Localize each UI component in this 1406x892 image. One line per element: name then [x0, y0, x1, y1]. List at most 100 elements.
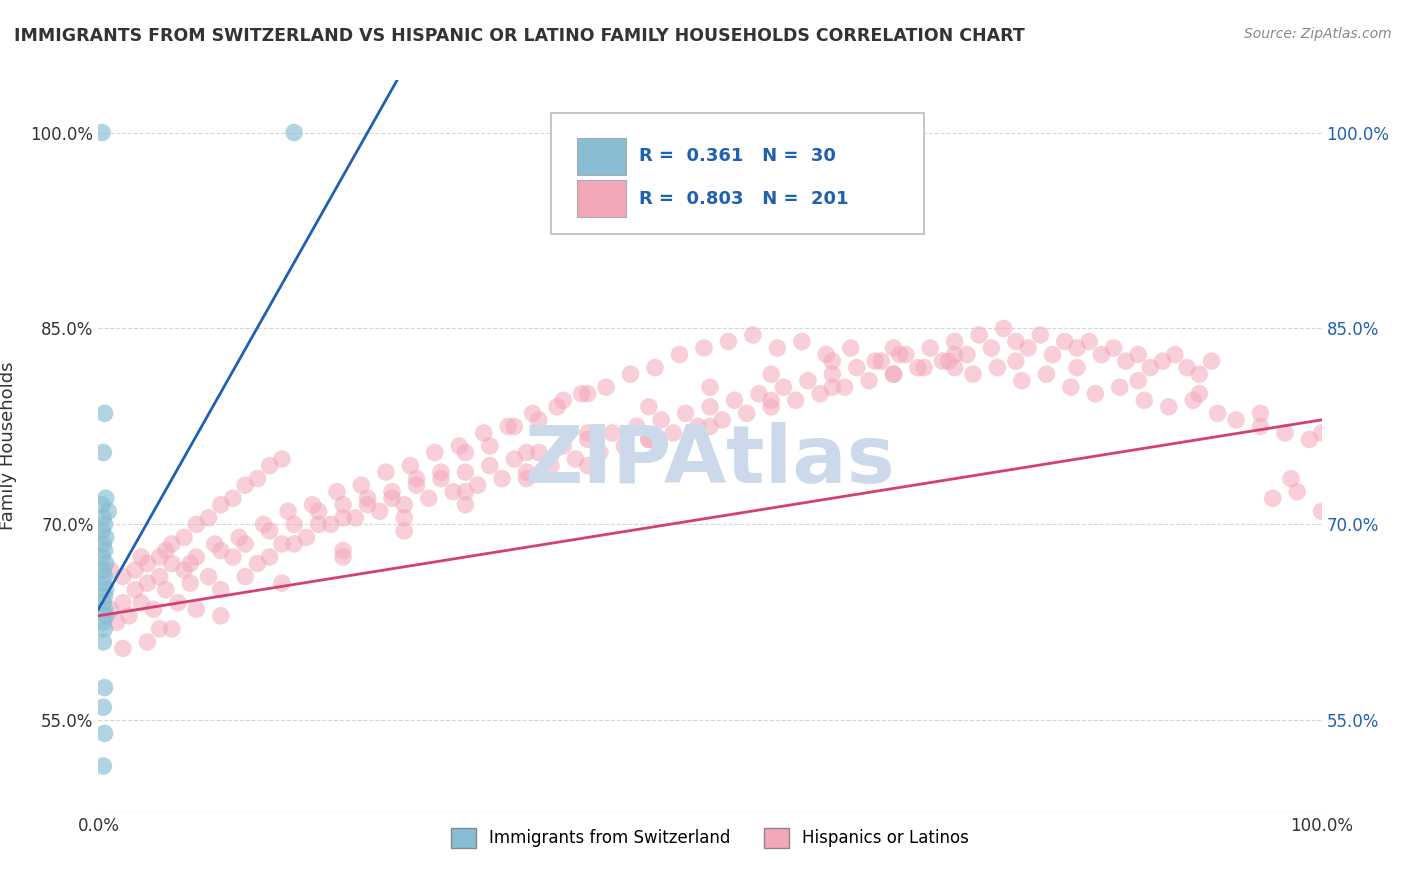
Point: [858, 374, 880, 388]
Point: [907, 360, 929, 375]
Point: [93, 622, 115, 636]
Point: [619, 367, 641, 381]
Point: [956, 348, 979, 362]
Point: [797, 374, 820, 388]
Point: [522, 406, 544, 420]
Point: [699, 400, 721, 414]
Point: [1279, 472, 1302, 486]
Point: [1011, 374, 1033, 388]
Point: [136, 576, 159, 591]
Point: [772, 380, 794, 394]
Point: [1004, 354, 1026, 368]
Point: [1298, 433, 1320, 447]
Point: [741, 328, 763, 343]
Point: [967, 328, 990, 343]
Point: [761, 400, 783, 414]
Point: [675, 406, 697, 420]
Point: [576, 386, 599, 401]
Point: [1286, 484, 1309, 499]
Text: R =  0.803   N =  201: R = 0.803 N = 201: [640, 190, 849, 208]
Point: [546, 400, 568, 414]
Point: [233, 569, 256, 583]
Point: [283, 537, 305, 551]
Point: [1139, 360, 1161, 375]
Point: [613, 439, 636, 453]
Point: [883, 367, 905, 381]
Point: [1029, 328, 1052, 343]
Point: [100, 563, 122, 577]
Point: [553, 439, 575, 453]
Point: [821, 354, 844, 368]
Point: [821, 380, 844, 394]
Point: [374, 465, 396, 479]
Point: [883, 367, 905, 381]
FancyBboxPatch shape: [576, 138, 626, 175]
Point: [173, 530, 195, 544]
Point: [790, 334, 813, 349]
Point: [980, 341, 1002, 355]
Point: [1084, 386, 1107, 401]
Point: [1053, 334, 1076, 349]
Point: [91, 576, 114, 591]
Point: [1133, 393, 1156, 408]
Point: [277, 504, 299, 518]
Point: [283, 126, 305, 140]
Point: [332, 549, 354, 564]
Point: [491, 472, 513, 486]
Point: [1188, 367, 1211, 381]
Point: [1261, 491, 1284, 506]
Point: [270, 452, 294, 467]
Point: [179, 557, 201, 571]
Point: [430, 472, 453, 486]
Point: [516, 445, 538, 459]
Point: [1066, 341, 1088, 355]
Point: [516, 472, 538, 486]
Point: [179, 576, 201, 591]
Point: [100, 602, 122, 616]
Point: [478, 458, 501, 473]
Point: [94, 608, 117, 623]
Point: [423, 445, 446, 459]
Point: [1115, 354, 1137, 368]
Point: [186, 549, 208, 564]
Point: [1274, 425, 1296, 440]
Point: [626, 419, 648, 434]
Point: [405, 478, 427, 492]
Point: [430, 465, 453, 479]
Point: [454, 465, 477, 479]
Point: [920, 341, 942, 355]
Point: [637, 400, 661, 414]
Point: [356, 491, 378, 506]
Point: [270, 537, 294, 551]
Point: [576, 458, 599, 473]
Point: [931, 354, 953, 368]
Point: [454, 445, 477, 459]
Point: [748, 386, 770, 401]
Point: [129, 549, 152, 564]
Point: [943, 348, 966, 362]
Point: [160, 622, 183, 636]
Point: [889, 348, 911, 362]
Point: [1310, 504, 1333, 518]
Point: [589, 445, 612, 459]
FancyBboxPatch shape: [576, 180, 626, 217]
Point: [863, 354, 886, 368]
Point: [785, 393, 807, 408]
Point: [454, 484, 477, 499]
Point: [186, 602, 208, 616]
Point: [441, 484, 464, 499]
Point: [1128, 374, 1150, 388]
Point: [160, 537, 183, 551]
Point: [228, 530, 250, 544]
Point: [94, 582, 117, 597]
Point: [91, 445, 114, 459]
Point: [209, 608, 232, 623]
Point: [233, 537, 256, 551]
Point: [173, 563, 195, 577]
Point: [711, 413, 734, 427]
Point: [270, 576, 294, 591]
Point: [111, 596, 134, 610]
Point: [91, 635, 114, 649]
Text: Source: ZipAtlas.com: Source: ZipAtlas.com: [1244, 27, 1392, 41]
Point: [91, 700, 114, 714]
